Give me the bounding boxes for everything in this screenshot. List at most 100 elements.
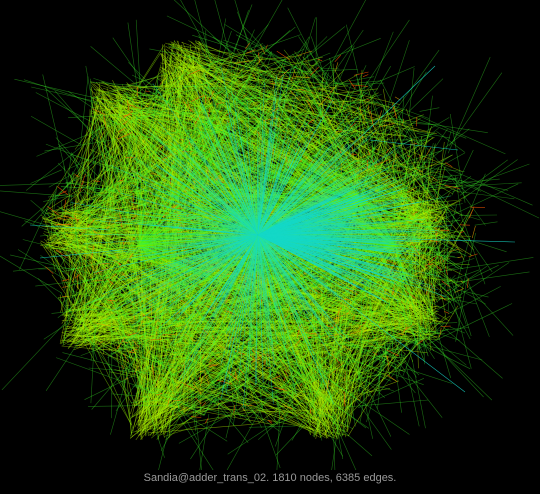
- graph-edge: [457, 191, 515, 200]
- graph-edge: [86, 281, 148, 340]
- graph-edge: [48, 172, 76, 188]
- graph-edge: [203, 344, 206, 364]
- graph-edge: [268, 375, 281, 381]
- graph-edge: [162, 245, 278, 406]
- graph-edge: [431, 257, 534, 274]
- graph-edge: [175, 143, 218, 160]
- graph-edge: [170, 234, 259, 272]
- graph-edge: [256, 234, 259, 384]
- graph-edge: [367, 338, 417, 362]
- graph-edge: [116, 326, 142, 352]
- graph-edge: [408, 247, 413, 306]
- graph-edge: [1, 314, 73, 391]
- graph-edge: [270, 329, 289, 378]
- graph-edge: [398, 118, 403, 159]
- graph-edge: [155, 326, 159, 338]
- graph-edge: [435, 264, 442, 271]
- graph-edge: [276, 50, 291, 61]
- graph-edge: [293, 75, 311, 79]
- graph-edge: [257, 65, 436, 236]
- graph-edge: [190, 94, 205, 103]
- graph-edge: [257, 184, 278, 236]
- graph-edge: [65, 282, 87, 309]
- graph-edge: [297, 50, 313, 56]
- graph-edge: [264, 359, 266, 365]
- graph-edge: [346, 66, 415, 96]
- graph-edge: [223, 39, 271, 57]
- graph-edge: [205, 418, 209, 424]
- graph-edge: [117, 132, 133, 140]
- graph-edge: [64, 242, 79, 312]
- graph-edge: [233, 4, 253, 52]
- graph-edge: [139, 101, 337, 246]
- graph-edge: [274, 291, 409, 337]
- graph-edge: [291, 383, 326, 441]
- graph-edge: [420, 326, 467, 366]
- graph-edge: [182, 120, 271, 173]
- graph-edge: [379, 122, 396, 128]
- graph-edge: [215, 78, 254, 113]
- graph-edge: [405, 365, 420, 427]
- graph-edge: [391, 49, 440, 117]
- graph-edge: [295, 377, 344, 457]
- graph-edge: [136, 384, 158, 392]
- graph-edge: [225, 405, 235, 439]
- graph-edge: [390, 311, 419, 360]
- graph-edge: [194, 397, 202, 405]
- graph-edge: [158, 321, 169, 341]
- graph-edge: [317, 58, 323, 61]
- graph-edge: [272, 108, 279, 112]
- graph-edge: [105, 260, 153, 283]
- graph-edge: [43, 194, 77, 202]
- graph-edge: [30, 116, 81, 145]
- graph-edge: [382, 355, 388, 357]
- graph-edge: [257, 234, 342, 277]
- graph-edge: [386, 71, 427, 138]
- graph-edge: [210, 392, 246, 403]
- graph-edge: [252, 74, 256, 81]
- graph-edge: [408, 68, 415, 117]
- graph-edge: [357, 106, 396, 246]
- graph-edge: [209, 374, 220, 393]
- graph-edge: [91, 302, 176, 337]
- graph-edge: [257, 219, 371, 236]
- graph-edge: [200, 234, 259, 325]
- graph-edge: [251, 350, 260, 368]
- graph-edge: [72, 100, 116, 191]
- graph-edge: [189, 59, 215, 96]
- graph-edge: [434, 202, 465, 261]
- graph-edge: [179, 58, 268, 131]
- graph-edge: [87, 208, 117, 220]
- graph-edge: [123, 99, 141, 193]
- graph-edge: [184, 71, 225, 78]
- graph-edge: [395, 150, 459, 215]
- graph-edge: [368, 89, 435, 302]
- graph-edge: [427, 337, 484, 398]
- graph-edge: [374, 337, 377, 341]
- graph-edge: [241, 414, 254, 425]
- graph-edge: [349, 374, 385, 396]
- graph-edge: [131, 388, 391, 433]
- graph-edge: [105, 159, 184, 208]
- graph-edge: [377, 352, 388, 377]
- graph-edge: [137, 223, 259, 236]
- graph-edge: [104, 153, 136, 170]
- graph-edge: [214, 244, 396, 279]
- graph-edge: [79, 206, 141, 246]
- graph-edge: [425, 256, 432, 337]
- graph-edge: [160, 376, 244, 417]
- graph-edge: [241, 371, 301, 425]
- graph-edge: [154, 281, 167, 365]
- graph-edge: [408, 129, 451, 139]
- graph-edge: [188, 40, 453, 195]
- graph-edge: [87, 219, 96, 227]
- graph-edge: [225, 234, 259, 394]
- graph-edge: [206, 52, 246, 136]
- graph-edge: [248, 92, 307, 174]
- graph-edge: [117, 179, 124, 182]
- graph-edge: [257, 184, 403, 236]
- graph-edge: [55, 357, 126, 383]
- graph-edge: [257, 195, 328, 236]
- graph-edge: [257, 34, 301, 50]
- graph-edge: [335, 379, 369, 402]
